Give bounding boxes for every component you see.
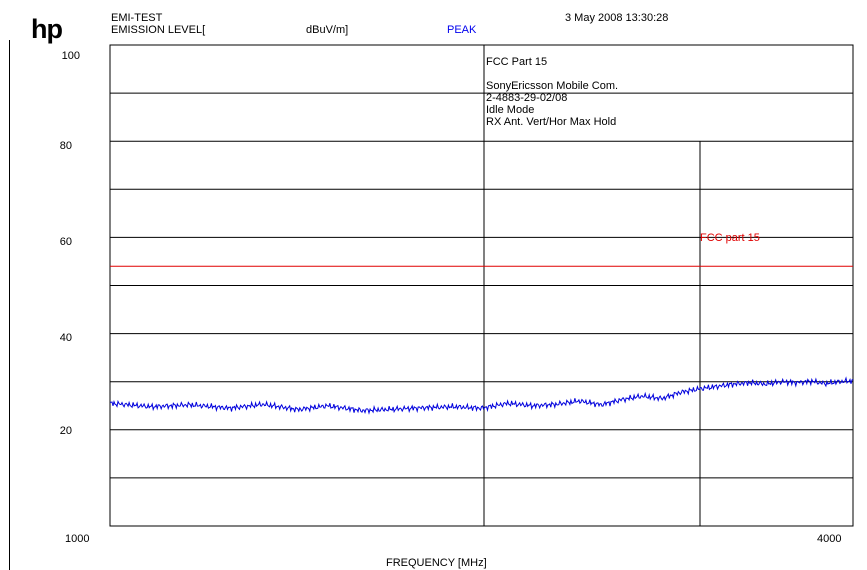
y-tick-label: 20 <box>59 425 72 437</box>
info-line: RX Ant. Vert/Hor Max Hold <box>486 116 617 128</box>
horizontal-gridlines <box>110 92 853 479</box>
info-line: Idle Mode <box>486 104 535 116</box>
x-tick-label: 1000 <box>65 533 90 545</box>
series-line <box>110 376 854 415</box>
limit-line-label: FCC part 15 <box>700 232 760 244</box>
test-name: EMI-TEST <box>111 12 163 24</box>
y-tick-label: 40 <box>59 332 72 344</box>
info-line: SonyEricsson Mobile Com. <box>486 80 619 92</box>
info-standard: FCC Part 15 <box>486 56 548 68</box>
detector-label: PEAK <box>447 24 477 36</box>
y-tick-label: 100 <box>61 50 80 62</box>
x-axis-label: FREQUENCY [MHz] <box>386 557 487 569</box>
left-border <box>9 40 10 570</box>
y-tick-label: 60 <box>59 236 72 248</box>
unit-label: dBuV/m] <box>306 24 349 36</box>
info-line: 2-4883-29-02/08 <box>486 92 568 104</box>
y-tick-label: 80 <box>59 140 72 152</box>
level-label: EMISSION LEVEL[ <box>111 24 206 36</box>
hp-logo: hp <box>31 14 63 44</box>
timestamp: 3 May 2008 13:30:28 <box>565 12 669 24</box>
x-tick-label: 4000 <box>817 533 842 545</box>
